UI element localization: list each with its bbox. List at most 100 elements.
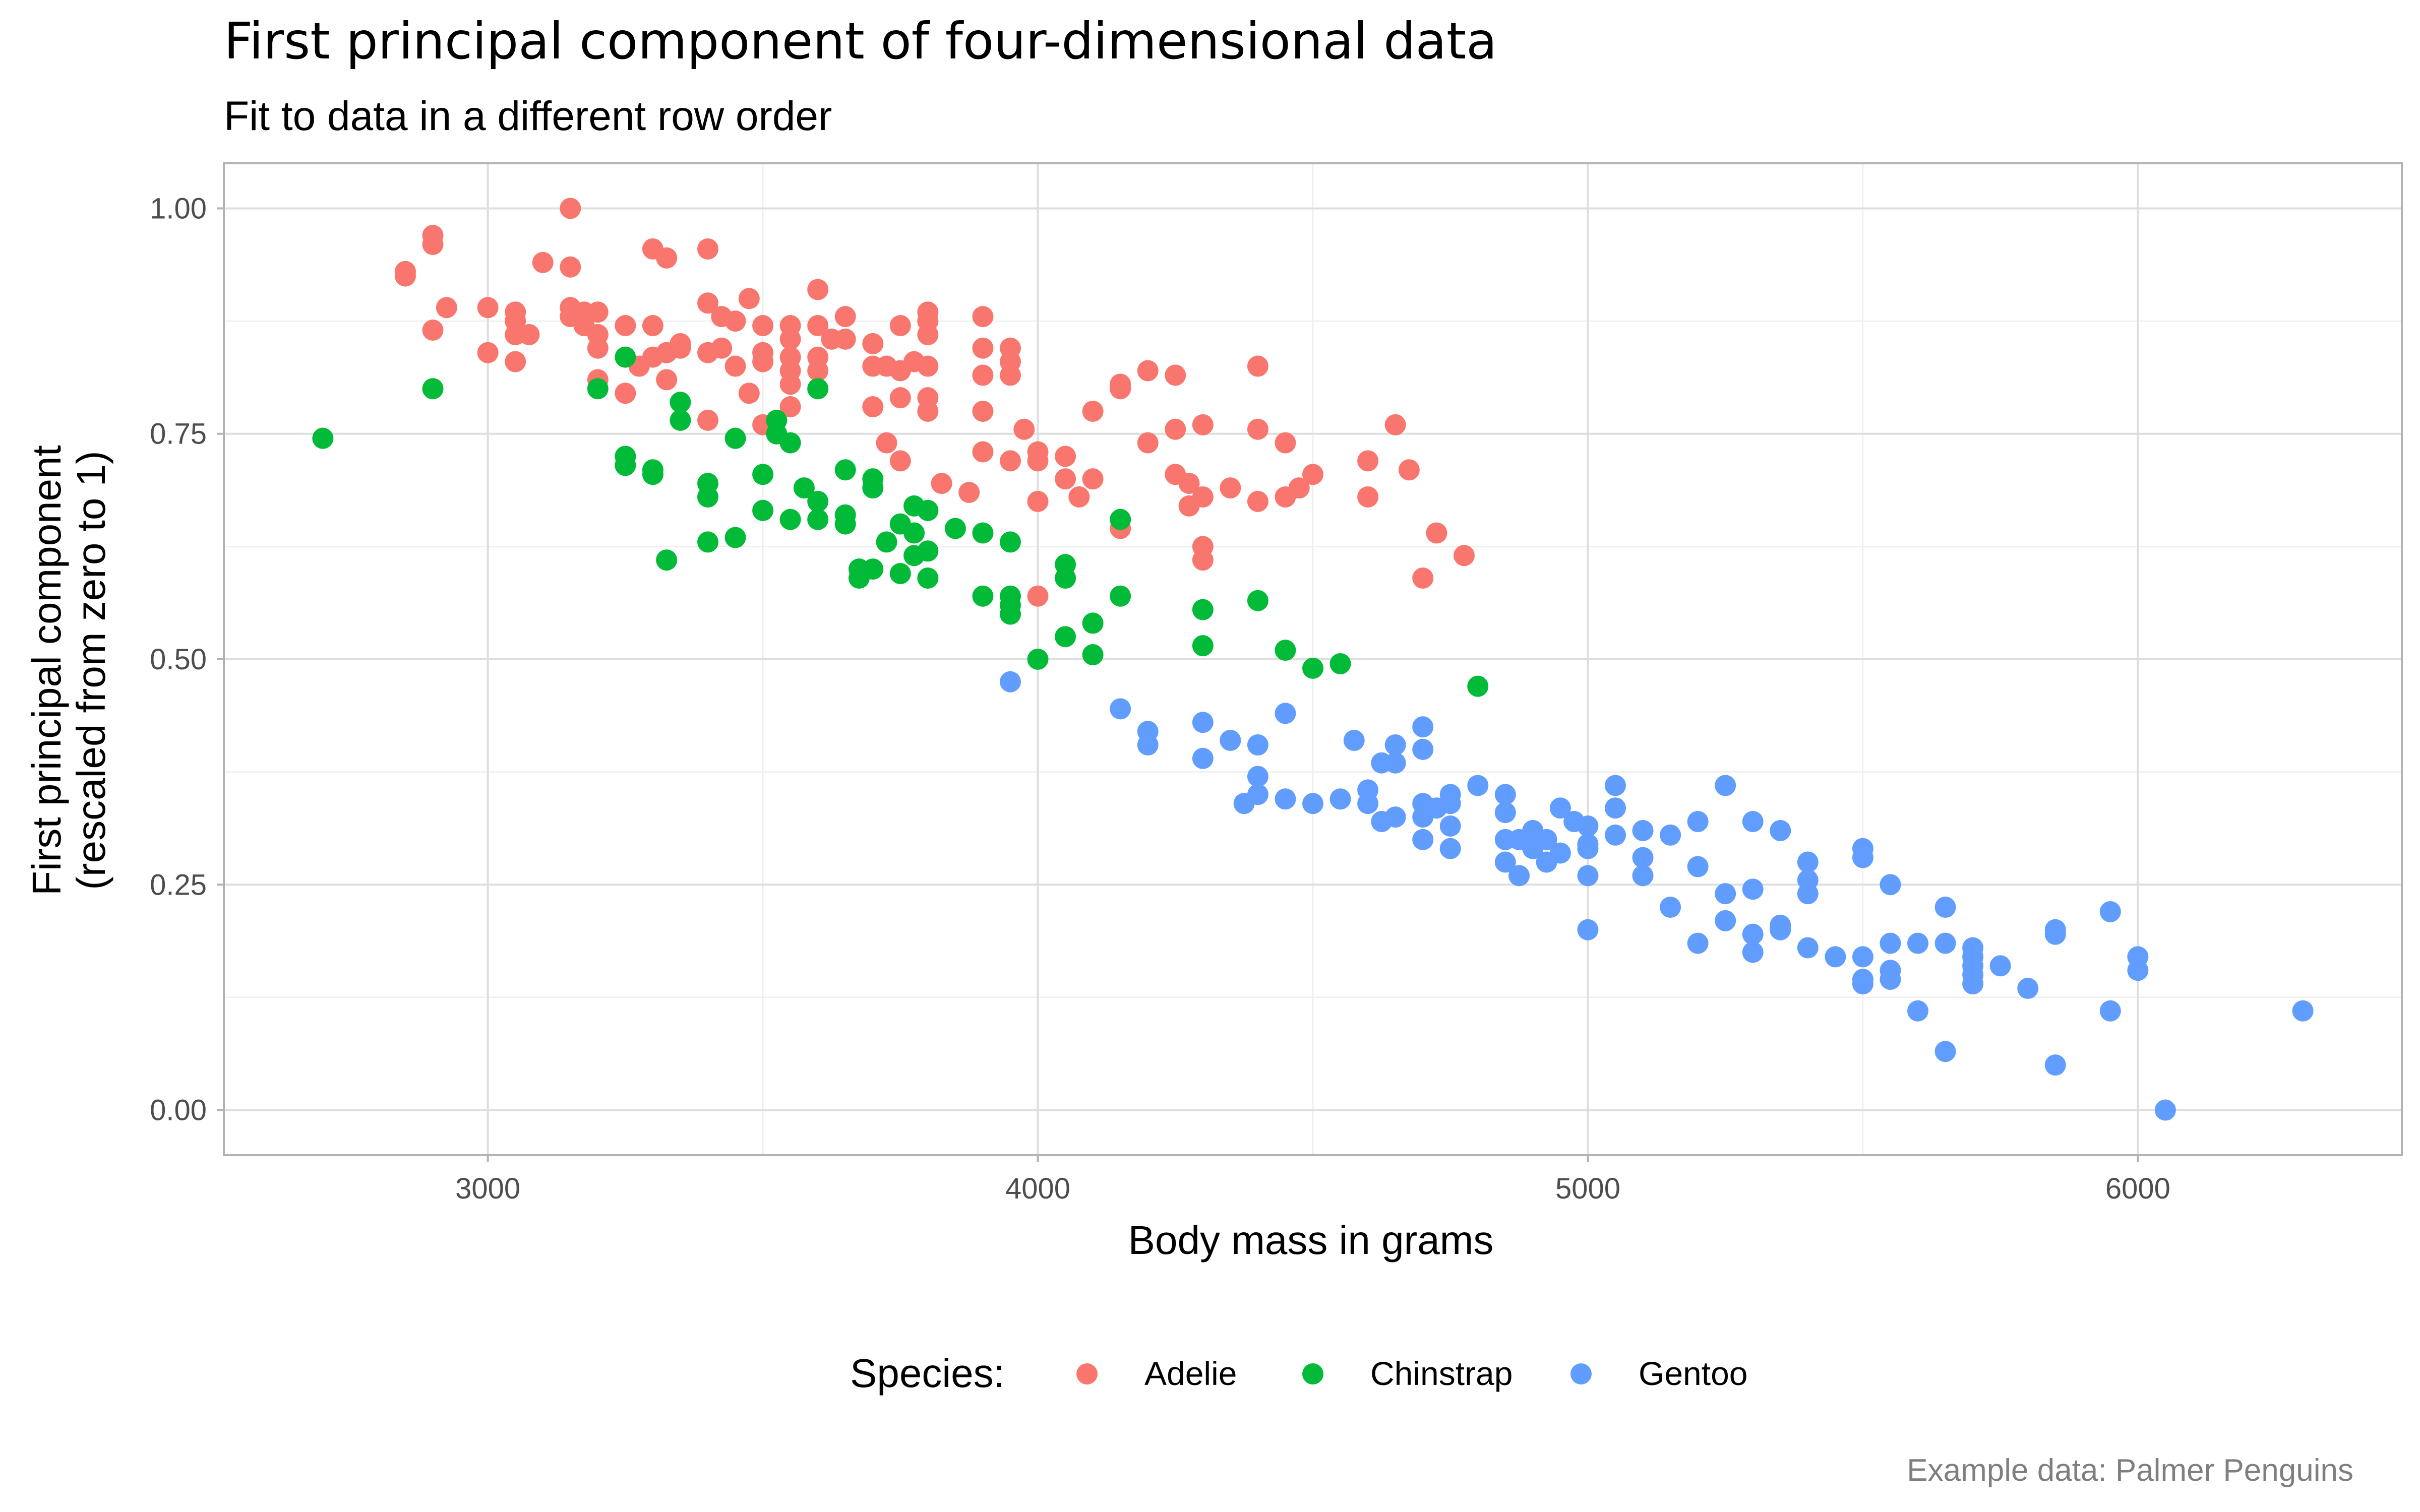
data-point-chinstrap <box>807 509 829 530</box>
data-point-adelie <box>917 401 939 422</box>
data-point-adelie <box>1192 549 1214 571</box>
chart-title: First principal component of four-dimens… <box>224 12 1497 71</box>
data-point-chinstrap <box>917 540 939 562</box>
data-point-gentoo <box>1577 815 1599 837</box>
data-point-adelie <box>477 342 499 363</box>
data-point-chinstrap <box>656 549 678 571</box>
data-point-adelie <box>738 288 760 309</box>
data-point-adelie <box>615 383 636 404</box>
data-point-gentoo <box>1494 802 1516 824</box>
data-point-chinstrap <box>1467 675 1489 697</box>
legend-items: Adelie Chinstrap Gentoo <box>1076 1355 1748 1392</box>
y-axis-title-line-1: First principal component <box>24 445 69 896</box>
data-point-gentoo <box>1247 766 1268 787</box>
data-point-gentoo <box>2017 978 2039 999</box>
data-point-gentoo <box>1660 897 1681 918</box>
data-point-adelie <box>1247 418 1268 440</box>
data-point-gentoo <box>1508 865 1530 887</box>
data-point-adelie <box>670 337 691 359</box>
data-point-gentoo <box>1412 829 1434 850</box>
data-point-gentoo <box>2099 1000 2121 1022</box>
data-point-chinstrap <box>1082 644 1104 666</box>
data-point-adelie <box>724 310 746 332</box>
data-point-gentoo <box>1632 865 1654 887</box>
data-point-adelie <box>807 279 829 300</box>
data-point-adelie <box>931 473 952 494</box>
data-point-gentoo <box>1687 932 1709 954</box>
data-point-chinstrap <box>944 518 966 539</box>
data-point-chinstrap <box>724 527 746 548</box>
data-point-chinstrap <box>752 499 774 521</box>
data-point-chinstrap <box>587 378 609 400</box>
legend-key-adelie <box>1076 1363 1098 1384</box>
plot-panel <box>217 162 2403 1162</box>
legend-item-adelie: Adelie <box>1076 1355 1237 1392</box>
data-point-chinstrap <box>1110 509 1131 530</box>
data-point-adelie <box>917 355 939 377</box>
x-tick-label: 3000 <box>455 1172 520 1205</box>
data-point-adelie <box>697 292 718 314</box>
data-point-gentoo <box>1494 784 1516 805</box>
data-point-gentoo <box>1357 793 1379 814</box>
data-point-adelie <box>1384 414 1406 435</box>
data-point-adelie <box>1398 459 1420 481</box>
data-point-chinstrap <box>1192 599 1214 620</box>
data-point-adelie <box>532 251 554 273</box>
data-point-adelie <box>436 297 457 319</box>
data-point-adelie <box>1165 364 1186 386</box>
y-tick-label: 1.00 <box>150 192 207 225</box>
data-point-chinstrap <box>972 522 994 544</box>
data-point-gentoo <box>1467 775 1489 796</box>
data-point-adelie <box>518 324 540 345</box>
data-point-adelie <box>1247 355 1268 377</box>
data-point-gentoo <box>1880 874 1901 896</box>
data-point-gentoo <box>1384 734 1406 755</box>
x-axis-title: Body mass in grams <box>1128 1218 1494 1263</box>
data-point-adelie <box>1055 446 1076 467</box>
data-point-chinstrap <box>1192 635 1214 657</box>
data-point-gentoo <box>1742 941 1764 963</box>
data-point-adelie <box>422 319 444 341</box>
data-point-adelie <box>1068 486 1090 508</box>
data-point-gentoo <box>1412 716 1434 738</box>
data-point-adelie <box>711 337 733 359</box>
chart-subtitle: Fit to data in a different row order <box>224 93 832 139</box>
x-tick-label: 6000 <box>2105 1172 2170 1205</box>
y-tick-label: 0.00 <box>150 1094 207 1127</box>
data-point-gentoo <box>1632 820 1654 841</box>
data-point-chinstrap <box>862 558 884 580</box>
data-point-chinstrap <box>422 378 444 400</box>
data-point-chinstrap <box>834 459 856 481</box>
legend-title: Species: <box>850 1351 1005 1396</box>
data-point-chinstrap <box>1000 531 1021 553</box>
data-point-adelie <box>972 337 994 359</box>
data-point-adelie <box>1165 418 1186 440</box>
data-point-gentoo <box>1439 815 1461 837</box>
caption: Example data: Palmer Penguins <box>1907 1453 2353 1488</box>
data-point-gentoo <box>1880 932 1901 954</box>
data-point-adelie <box>889 315 911 337</box>
data-point-adelie <box>422 234 444 256</box>
y-tick-label: 0.75 <box>150 418 207 451</box>
data-point-chinstrap <box>697 531 718 553</box>
data-point-gentoo <box>1549 797 1571 819</box>
data-point-adelie <box>862 333 884 354</box>
data-point-gentoo <box>1577 865 1599 887</box>
data-point-gentoo <box>1687 856 1709 877</box>
data-point-chinstrap <box>1055 626 1076 648</box>
data-point-gentoo <box>1715 775 1736 796</box>
y-axis-title-line-2: (rescaled from zero to 1) <box>69 451 113 890</box>
data-point-gentoo <box>1605 797 1626 819</box>
data-point-chinstrap <box>1275 640 1296 661</box>
data-point-adelie <box>724 355 746 377</box>
data-point-adelie <box>1178 473 1200 494</box>
data-point-gentoo <box>1907 932 1928 954</box>
data-point-adelie <box>972 306 994 328</box>
data-point-adelie <box>779 396 801 418</box>
data-point-adelie <box>1082 468 1104 490</box>
data-point-gentoo <box>1797 883 1819 905</box>
data-point-gentoo <box>2127 960 2149 981</box>
data-point-gentoo <box>1687 811 1709 833</box>
data-point-adelie <box>876 432 897 454</box>
data-point-chinstrap <box>876 531 897 553</box>
